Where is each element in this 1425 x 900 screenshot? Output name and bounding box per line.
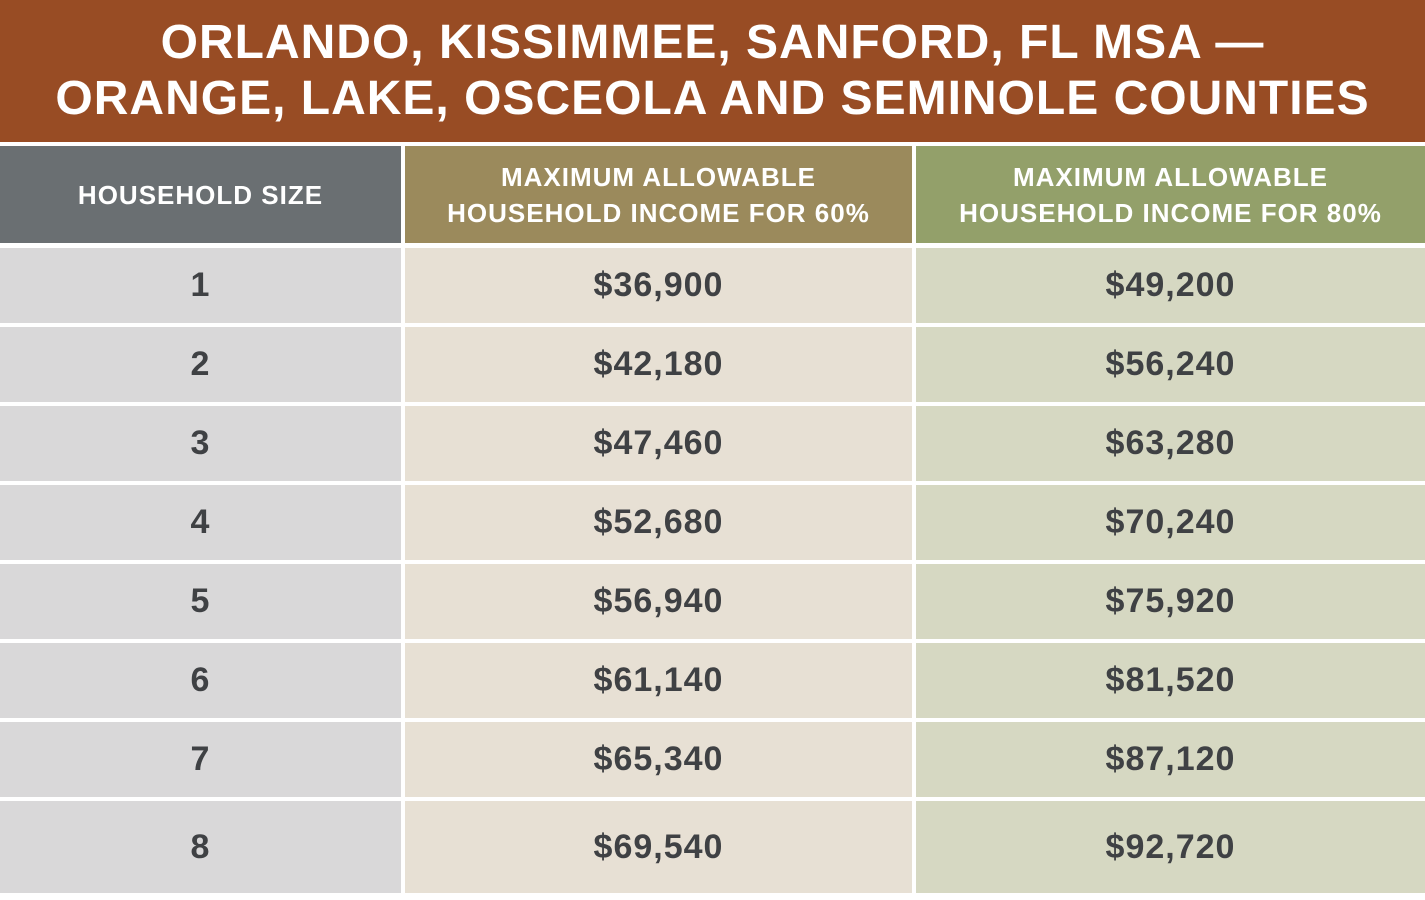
income-80-cell: $75,920 [916,564,1425,639]
household-size-cell-value: 1 [190,266,211,304]
household-size-cell: 5 [0,564,401,639]
household-size-cell: 6 [0,643,401,718]
income-60-cell-value: $56,940 [593,582,724,620]
income-60-cell: $47,460 [405,406,912,481]
household-size-cell-value: 2 [190,345,211,383]
income-80-cell-value: $81,520 [1105,661,1236,699]
household-size-cell-value: 5 [190,582,211,620]
header-income-80-line-1: MAXIMUM ALLOWABLE [1013,161,1328,192]
income-80-cell: $87,120 [916,722,1425,797]
income-60-cell-value: $61,140 [593,661,724,699]
income-80-cell-value: $75,920 [1105,582,1236,620]
household-size-cell: 1 [0,248,401,323]
income-60-cell: $36,900 [405,248,912,323]
income-60-cell: $56,940 [405,564,912,639]
income-80-cell: $81,520 [916,643,1425,718]
household-size-cell: 3 [0,406,401,481]
income-80-cell-value: $87,120 [1105,740,1236,778]
household-size-cell-value: 3 [190,424,211,462]
income-80-cell-value: $56,240 [1105,345,1236,383]
income-80-cell-value: $70,240 [1105,503,1236,541]
household-size-cell-value: 7 [190,740,211,778]
income-60-cell: $69,540 [405,801,912,893]
income-80-cell: $63,280 [916,406,1425,481]
income-limits-table: HOUSEHOLD SIZE MAXIMUM ALLOWABLE HOUSEHO… [0,142,1425,900]
income-60-cell: $65,340 [405,722,912,797]
household-size-cell: 4 [0,485,401,560]
income-60-cell-value: $52,680 [593,503,724,541]
header-income-80-line-2: HOUSEHOLD INCOME FOR 80% [959,197,1382,228]
page-title: ORLANDO, KISSIMMEE, SANFORD, FL MSA — OR… [0,0,1425,142]
income-80-cell: $92,720 [916,801,1425,893]
header-household-size: HOUSEHOLD SIZE [0,146,401,243]
household-size-cell: 7 [0,722,401,797]
header-income-80: MAXIMUM ALLOWABLE HOUSEHOLD INCOME FOR 8… [916,146,1425,243]
income-60-cell: $52,680 [405,485,912,560]
income-80-cell-value: $92,720 [1105,827,1236,866]
household-size-cell-value: 6 [190,661,211,699]
household-size-cell-value: 8 [190,827,211,866]
income-80-cell-value: $63,280 [1105,424,1236,462]
header-income-60-line-1: MAXIMUM ALLOWABLE [501,161,816,192]
household-size-cell-value: 4 [190,503,211,541]
income-60-cell-value: $69,540 [593,827,724,866]
income-60-cell: $42,180 [405,327,912,402]
income-60-cell-value: $65,340 [593,740,724,778]
income-80-cell-value: $49,200 [1105,266,1236,304]
income-80-cell: $70,240 [916,485,1425,560]
income-80-cell: $49,200 [916,248,1425,323]
household-size-cell: 2 [0,327,401,402]
income-60-cell: $61,140 [405,643,912,718]
header-income-60: MAXIMUM ALLOWABLE HOUSEHOLD INCOME FOR 6… [405,146,912,243]
household-size-cell: 8 [0,801,401,893]
title-line-2: ORANGE, LAKE, OSCEOLA AND SEMINOLE COUNT… [55,72,1370,125]
income-80-cell: $56,240 [916,327,1425,402]
income-60-cell-value: $42,180 [593,345,724,383]
header-household-size-label: HOUSEHOLD SIZE [77,179,324,210]
title-line-1: ORLANDO, KISSIMMEE, SANFORD, FL MSA — [160,16,1265,69]
income-60-cell-value: $47,460 [593,424,724,462]
income-60-cell-value: $36,900 [593,266,724,304]
header-income-60-line-2: HOUSEHOLD INCOME FOR 60% [447,197,870,228]
